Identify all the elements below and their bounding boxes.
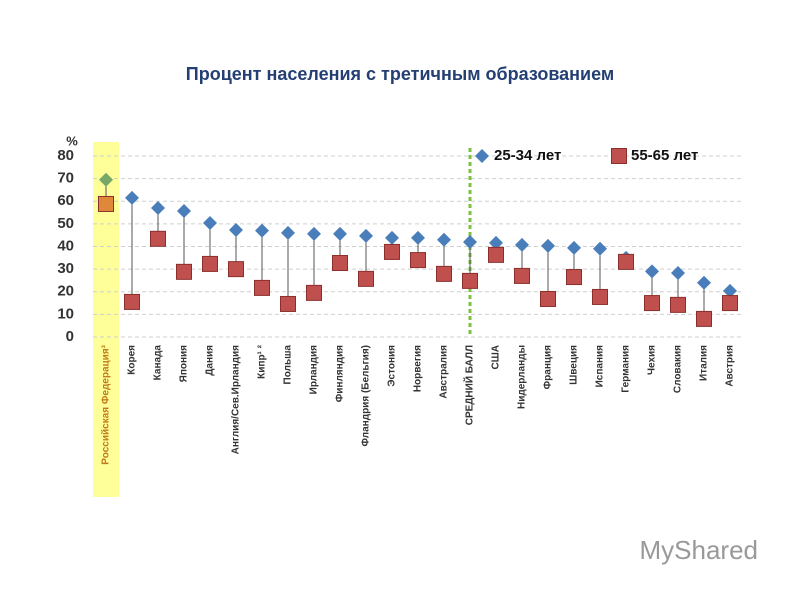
x-tick-label: Польша — [283, 345, 294, 385]
square-marker — [436, 265, 452, 282]
square-marker — [150, 230, 166, 247]
x-tick-label: Чехия — [647, 345, 658, 375]
x-tick-label: Фландрия (Бельгия) — [361, 345, 372, 447]
chart-title: Процент населения с третичным образовани… — [186, 64, 614, 84]
square-marker — [592, 288, 608, 305]
square-marker — [176, 263, 192, 280]
y-tick-label: 30 — [57, 260, 74, 277]
x-tick-label: Словакия — [673, 345, 684, 393]
square-marker — [566, 269, 582, 286]
diamond-marker — [255, 223, 269, 238]
square-marker — [280, 295, 296, 312]
diamond-marker — [333, 226, 347, 241]
diamond-marker — [229, 222, 243, 237]
diamond-marker — [125, 190, 139, 205]
square-marker — [696, 310, 712, 327]
x-tick-label: Швеция — [569, 345, 580, 385]
square-marker — [306, 284, 322, 301]
square-marker — [202, 255, 218, 272]
y-tick-label: 0 — [66, 328, 74, 345]
x-tick-label: Кипр¹ ² — [257, 344, 268, 379]
diamond-marker — [307, 226, 321, 241]
y-tick-label: 70 — [57, 170, 74, 187]
square-marker — [644, 295, 660, 312]
diamond-marker — [99, 172, 113, 187]
x-tick-label: Испания — [595, 345, 606, 388]
x-tick-label: Дания — [205, 345, 216, 376]
square-marker — [332, 255, 348, 272]
diamond-marker — [671, 265, 685, 280]
square-marker — [384, 243, 400, 260]
diamond-marker — [567, 240, 581, 255]
y-tick-label: 50 — [57, 215, 74, 232]
diamond-marker — [151, 201, 165, 216]
square-marker — [98, 195, 114, 212]
square-marker — [462, 272, 478, 289]
y-unit: % — [66, 133, 78, 148]
x-tick-label: Российская Федерация³ — [101, 344, 112, 464]
x-tick-label: Канада — [153, 345, 164, 381]
square-marker — [358, 270, 374, 287]
square-marker — [618, 253, 634, 270]
legend-marker — [611, 148, 627, 164]
legend-label: 25-34 лет — [494, 147, 561, 164]
x-tick-label: Япония — [179, 345, 190, 383]
diamond-marker — [697, 275, 711, 290]
diamond-marker — [203, 215, 217, 230]
x-tick-label: СРЕДНИЙ БАЛЛ — [463, 345, 476, 425]
x-tick-label: Корея — [127, 345, 138, 375]
y-tick-label: 40 — [57, 237, 74, 254]
x-tick-label: Германия — [621, 345, 632, 393]
square-marker — [540, 290, 556, 307]
diamond-marker — [177, 203, 191, 218]
square-marker — [514, 267, 530, 284]
x-tick-label: Италия — [699, 345, 710, 381]
diamond-marker — [385, 230, 399, 245]
y-tick-label: 80 — [57, 147, 74, 164]
square-marker — [410, 252, 426, 269]
x-tick-label: Нидерланды — [517, 345, 528, 409]
square-marker — [228, 261, 244, 278]
diamond-marker — [281, 225, 295, 240]
legend-label: 55-65 лет — [631, 147, 698, 164]
diamond-marker — [593, 241, 607, 256]
square-marker — [124, 293, 140, 310]
x-tick-label: Эстония — [387, 345, 398, 387]
x-tick-label: Норвегия — [413, 345, 424, 392]
y-tick-label: 60 — [57, 192, 74, 209]
x-tick-label: Финляндия — [335, 345, 346, 402]
square-marker — [254, 279, 270, 296]
diamond-marker — [489, 235, 503, 250]
square-marker — [722, 295, 738, 312]
x-tick-label: Англия/Сев.Ирландия — [231, 345, 242, 454]
diamond-marker — [645, 264, 659, 279]
diamond-marker — [411, 230, 425, 245]
diamond-marker — [541, 238, 555, 253]
x-tick-label: Франция — [543, 345, 554, 390]
x-tick-label: Ирландия — [309, 345, 320, 394]
diamond-marker — [437, 232, 451, 247]
diamond-marker — [359, 228, 373, 243]
square-marker — [488, 246, 504, 263]
y-tick-label: 20 — [57, 283, 74, 300]
legend-marker — [475, 149, 489, 163]
watermark: MyShared — [640, 535, 759, 565]
square-marker — [670, 296, 686, 313]
x-tick-label: Австралия — [439, 345, 450, 399]
x-tick-label: США — [491, 345, 502, 370]
x-tick-label: Австрия — [725, 345, 736, 387]
diamond-marker — [723, 283, 737, 298]
diamond-marker — [515, 237, 529, 252]
diamond-marker — [463, 234, 477, 249]
y-tick-label: 10 — [57, 305, 74, 322]
